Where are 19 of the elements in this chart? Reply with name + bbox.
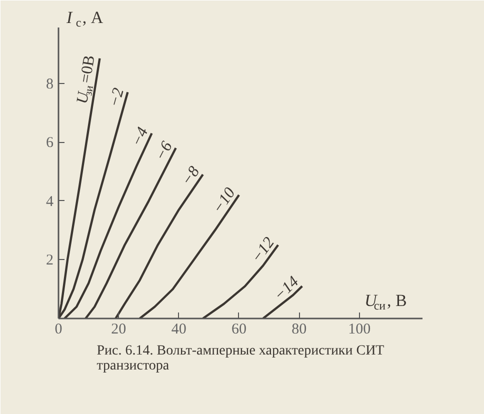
x-tick-label: 0 [54, 322, 62, 338]
text: −2 [106, 86, 128, 109]
y-tick-label: 6 [46, 135, 54, 152]
x-tick-label: 80 [292, 322, 307, 338]
text: −8 [178, 164, 204, 189]
text: −4 [128, 124, 152, 150]
y-tick-label: 2 [46, 252, 54, 269]
text: −14 [271, 273, 302, 304]
x-tick-label: 20 [111, 322, 126, 338]
text: Рис. 6.14. Вольт-амперные характеристики СИТ транзистора [96, 344, 385, 374]
text: Uзи=0В [74, 54, 98, 106]
x-tick-label: 60 [231, 322, 246, 338]
text: −12 [248, 234, 278, 266]
text: −6 [152, 138, 176, 164]
y-tick-label: 8 [46, 76, 54, 92]
x-tick-label: 40 [171, 322, 186, 338]
y-tick-label: 4 [46, 194, 54, 210]
text: −10 [210, 184, 239, 217]
x-tick-label: 100 [348, 322, 371, 338]
